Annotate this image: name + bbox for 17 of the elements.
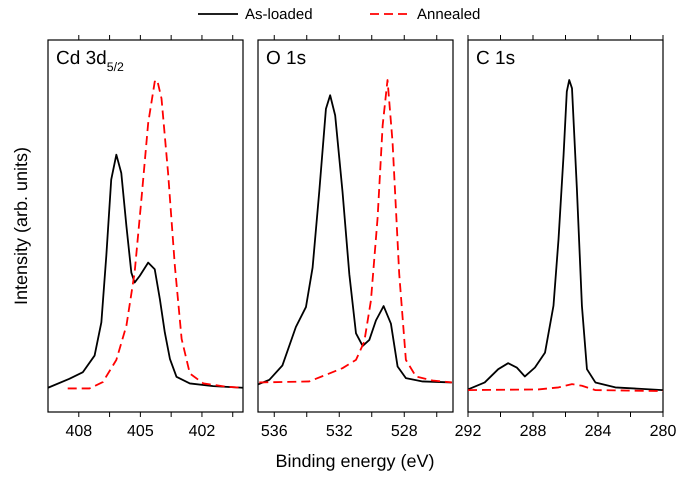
x-tick-label: 288	[520, 423, 546, 440]
x-tick-label: 292	[454, 423, 482, 440]
legend-label: As-loaded	[245, 6, 313, 23]
x-tick-label: 405	[127, 423, 154, 440]
x-tick-label: 536	[260, 423, 288, 440]
y-axis-title: Intensity (arb. units)	[11, 146, 31, 306]
x-tick-label: 528	[390, 423, 418, 440]
chart-title: Cd 3d$_{5/2}$	[56, 48, 124, 74]
x-tick-label: 408	[65, 423, 92, 440]
chart-title: C 1s	[476, 48, 516, 69]
x-tick-label: 532	[326, 423, 353, 440]
x-tick-label: 284	[584, 423, 612, 440]
chart-title: O 1s	[266, 48, 306, 69]
x-axis-title: Binding energy (eV)	[275, 451, 435, 471]
x-tick-label: 280	[650, 423, 676, 440]
legend-label: Annealed	[417, 6, 480, 23]
x-tick-label: 402	[188, 423, 216, 440]
